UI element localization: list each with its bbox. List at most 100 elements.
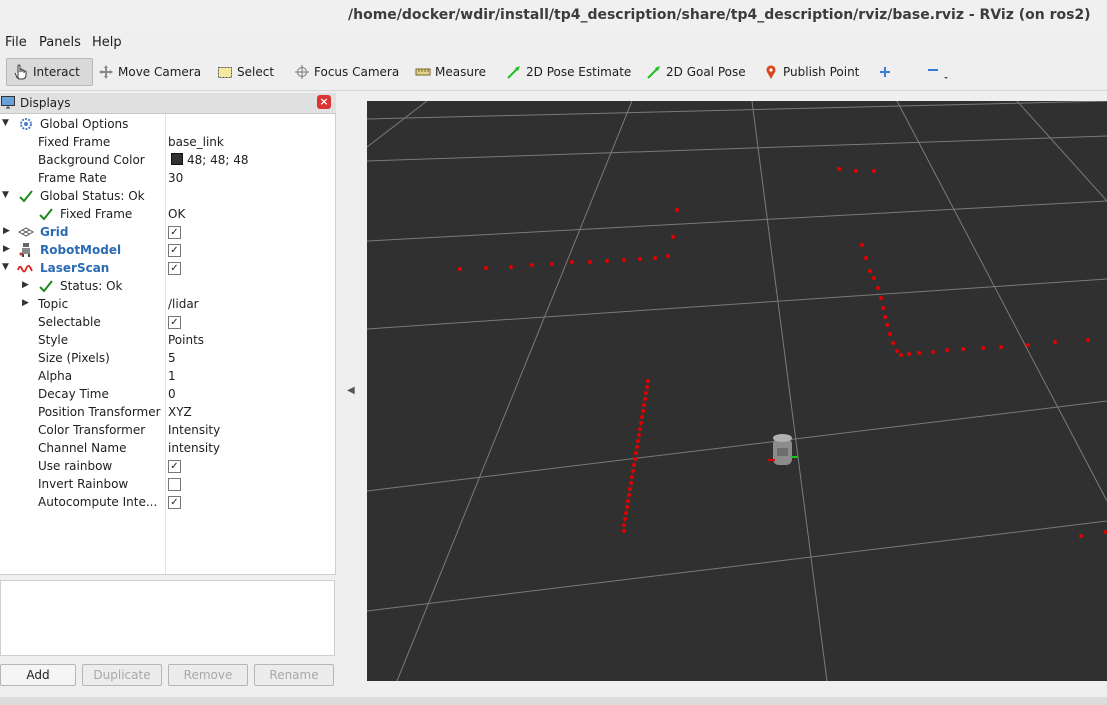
goal-pose-tool-button[interactable]: 2D Goal Pose <box>640 58 752 86</box>
focus-camera-label: Focus Camera <box>314 65 400 79</box>
robot-model-label: RobotModel <box>40 243 122 257</box>
ls-alpha-value[interactable]: 1 <box>168 369 176 383</box>
ls-invert-rainbow-checkbox[interactable] <box>168 478 181 491</box>
tree-row-ls-invert-rainbow[interactable]: Invert Rainbow <box>0 475 335 493</box>
interact-tool-button[interactable]: Interact <box>6 58 93 86</box>
render-viewport[interactable] <box>367 101 1107 681</box>
robot-icon <box>19 243 30 257</box>
gear-icon <box>20 118 32 130</box>
title-bar: /home/docker/wdir/install/tp4_descriptio… <box>0 0 1107 32</box>
hand-pointer-icon <box>14 64 27 80</box>
laser-scan-enabled-checkbox[interactable]: ✓ <box>168 262 181 275</box>
tree-row-ls-topic[interactable]: ▶ Topic /lidar <box>0 295 335 313</box>
tree-row-status-fixed-frame[interactable]: Fixed Frame OK <box>0 205 335 223</box>
focus-camera-tool-button[interactable]: Focus Camera <box>288 58 405 86</box>
move-camera-tool-button[interactable]: Move Camera <box>92 58 207 86</box>
collapsed-arrow-icon[interactable]: ▶ <box>3 244 10 254</box>
tree-row-ls-pos-transformer[interactable]: Position Transformer XYZ <box>0 403 335 421</box>
ls-color-transformer-value[interactable]: Intensity <box>168 423 221 437</box>
ls-style-value[interactable]: Points <box>168 333 205 347</box>
expand-arrow-icon[interactable]: ▼ <box>2 118 9 128</box>
tree-row-ls-selectable[interactable]: Selectable ✓ <box>0 313 335 331</box>
interact-label: Interact <box>33 65 80 79</box>
tree-row-frame-rate[interactable]: Frame Rate 30 <box>0 169 335 187</box>
global-options-label: Global Options <box>40 117 129 131</box>
menu-help[interactable]: Help <box>92 35 122 50</box>
expand-arrow-icon[interactable]: ▼ <box>2 190 9 200</box>
collapsed-arrow-icon[interactable]: ▶ <box>22 280 29 290</box>
fixed-frame-value[interactable]: base_link <box>168 135 224 149</box>
tree-row-ls-use-rainbow[interactable]: Use rainbow ✓ <box>0 457 335 475</box>
ls-pos-transformer-value[interactable]: XYZ <box>168 405 192 419</box>
add-display-button[interactable]: Add <box>0 664 76 686</box>
ls-selectable-checkbox[interactable]: ✓ <box>168 316 181 329</box>
tree-row-laser-scan[interactable]: ▼ LaserScan ✓ <box>0 259 335 277</box>
frame-rate-value[interactable]: 30 <box>168 171 184 185</box>
pose-estimate-tool-button[interactable]: 2D Pose Estimate <box>500 58 637 86</box>
toolbar: Interact Move Camera Select Focus Camera… <box>0 54 1107 91</box>
plus-icon <box>880 67 890 77</box>
tree-row-global-options[interactable]: ▼ Global Options <box>0 115 335 133</box>
menu-bar: File Panels Help <box>0 32 1107 54</box>
publish-point-tool-button[interactable]: Publish Point <box>757 58 865 86</box>
green-arrow-icon <box>507 66 520 79</box>
background-color-value: 48; 48; 48 <box>187 153 249 167</box>
color-swatch <box>171 153 183 165</box>
ls-topic-value[interactable]: /lidar <box>168 297 199 311</box>
tree-row-fixed-frame[interactable]: Fixed Frame base_link <box>0 133 335 151</box>
ls-autocompute-checkbox[interactable]: ✓ <box>168 496 181 509</box>
measure-label: Measure <box>435 65 486 79</box>
monitor-icon <box>1 96 15 109</box>
ls-channel-value[interactable]: intensity <box>168 441 221 455</box>
tree-row-global-status[interactable]: ▼ Global Status: Ok <box>0 187 335 205</box>
measure-tool-button[interactable]: Measure <box>409 58 492 86</box>
ls-autocompute-label: Autocompute Inte... <box>38 495 158 509</box>
tree-row-ls-autocompute[interactable]: Autocompute Inte... ✓ <box>0 493 335 511</box>
frame-rate-label: Frame Rate <box>38 171 107 185</box>
tree-row-ls-color-transformer[interactable]: Color Transformer Intensity <box>0 421 335 439</box>
remove-display-button[interactable]: Remove <box>168 664 248 686</box>
tree-row-ls-decay[interactable]: Decay Time 0 <box>0 385 335 403</box>
tree-row-robot-model[interactable]: ▶ RobotModel ✓ <box>0 241 335 259</box>
laser-scan-points <box>458 167 1107 538</box>
remove-tool-button[interactable] <box>919 58 955 86</box>
add-tool-button[interactable] <box>871 58 899 86</box>
grid-label: Grid <box>40 225 69 239</box>
ls-size-value[interactable]: 5 <box>168 351 176 365</box>
menu-file[interactable]: File <box>5 35 27 50</box>
ruler-icon <box>415 68 431 76</box>
tree-row-ls-style[interactable]: Style Points <box>0 331 335 349</box>
collapsed-arrow-icon[interactable]: ▶ <box>3 226 10 236</box>
ls-pos-transformer-label: Position Transformer <box>38 405 161 419</box>
select-tool-button[interactable]: Select <box>211 58 280 86</box>
ls-size-label: Size (Pixels) <box>38 351 110 365</box>
ls-topic-label: Topic <box>38 297 69 311</box>
window-title: /home/docker/wdir/install/tp4_descriptio… <box>348 7 1091 23</box>
duplicate-display-button[interactable]: Duplicate <box>82 664 162 686</box>
status-fixed-frame-label: Fixed Frame <box>60 207 133 221</box>
tree-row-ls-size[interactable]: Size (Pixels) 5 <box>0 349 335 367</box>
global-status-label: Global Status: Ok <box>40 189 145 203</box>
ls-use-rainbow-checkbox[interactable]: ✓ <box>168 460 181 473</box>
collapsed-arrow-icon[interactable]: ▶ <box>22 298 29 308</box>
panel-collapse-arrow-icon[interactable]: ◀ <box>347 385 355 396</box>
laser-scan-label: LaserScan <box>40 261 110 275</box>
ls-decay-value[interactable]: 0 <box>168 387 176 401</box>
robot-model-enabled-checkbox[interactable]: ✓ <box>168 244 181 257</box>
background-color-value-wrap[interactable]: 48; 48; 48 <box>171 153 249 167</box>
menu-panels[interactable]: Panels <box>39 35 81 50</box>
tree-row-ls-channel[interactable]: Channel Name intensity <box>0 439 335 457</box>
tree-row-grid[interactable]: ▶ Grid ✓ <box>0 223 335 241</box>
column-divider <box>165 114 166 574</box>
tree-row-ls-alpha[interactable]: Alpha 1 <box>0 367 335 385</box>
property-description-box <box>0 580 335 656</box>
rename-display-button[interactable]: Rename <box>254 664 334 686</box>
tree-row-ls-status[interactable]: ▶ Status: Ok <box>0 277 335 295</box>
fixed-frame-label: Fixed Frame <box>38 135 111 149</box>
select-box-icon <box>218 67 232 78</box>
laser-scan-icon <box>17 265 33 273</box>
close-panel-button[interactable]: × <box>317 95 331 109</box>
tree-row-background-color[interactable]: Background Color 48; 48; 48 <box>0 151 335 169</box>
grid-enabled-checkbox[interactable]: ✓ <box>168 226 181 239</box>
expand-arrow-icon[interactable]: ▼ <box>2 262 9 272</box>
